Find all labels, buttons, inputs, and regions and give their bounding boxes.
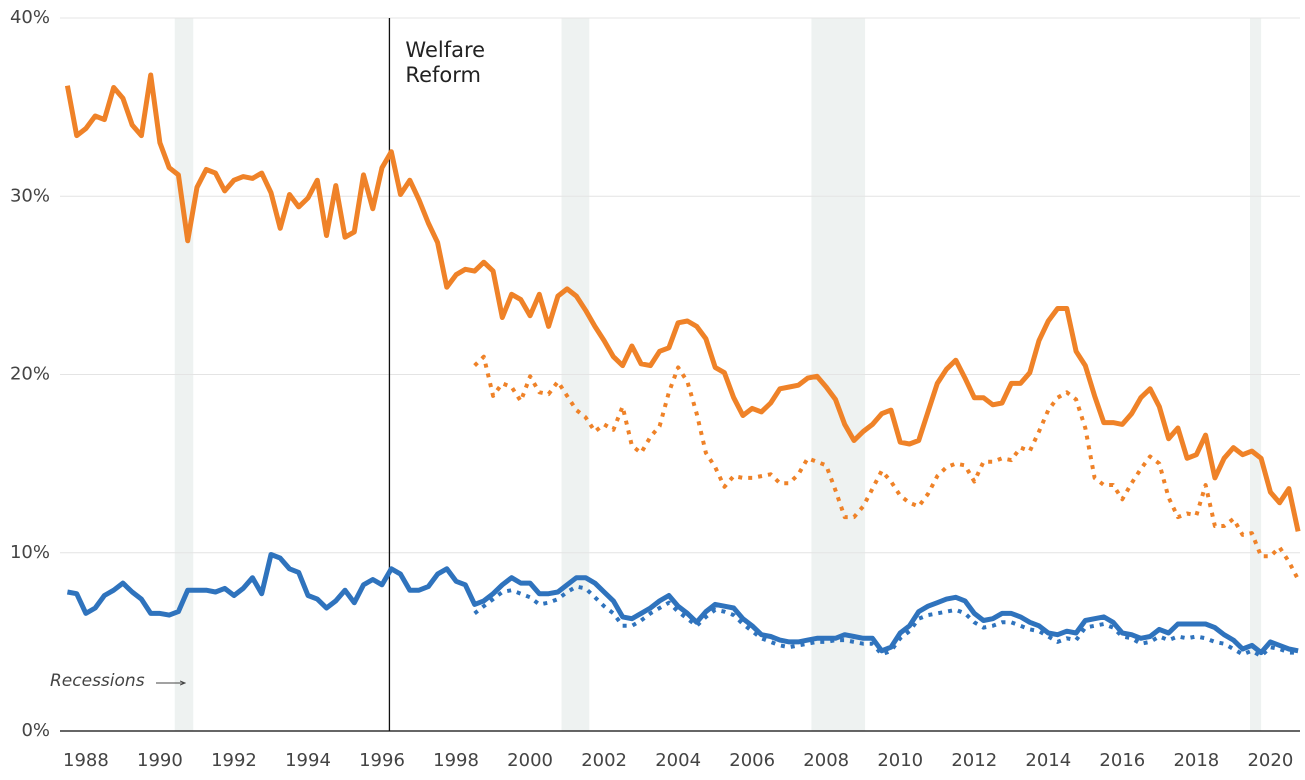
y-tick-label: 0%: [21, 720, 50, 741]
y-tick-label: 40%: [10, 7, 50, 28]
series-line: [64, 72, 1301, 532]
series-line: [473, 584, 1299, 659]
recessions-label: Recessions: [50, 671, 145, 691]
x-tick-label: 2006: [729, 750, 775, 771]
x-tick-label: 2002: [581, 750, 627, 771]
x-tick-label: 1990: [137, 750, 183, 771]
x-tick-label: 2004: [655, 750, 701, 771]
x-tick-label: 2016: [1099, 750, 1145, 771]
x-tick-label: 1992: [211, 750, 257, 771]
x-tick-label: 2014: [1025, 750, 1071, 771]
x-tick-label: 2018: [1173, 750, 1219, 771]
y-tick-label: 30%: [10, 185, 50, 206]
series-line: [66, 552, 1299, 656]
annotation: Welfare Reform: [405, 38, 486, 87]
x-tick-label: 2012: [951, 750, 997, 771]
x-tick-label: 1996: [359, 750, 405, 771]
x-tick-label: 1998: [433, 750, 479, 771]
x-tick-label: 2000: [507, 750, 553, 771]
x-tick-label: 2010: [877, 750, 923, 771]
x-tick-label: 2020: [1247, 750, 1293, 771]
y-tick-label: 10%: [10, 542, 50, 563]
x-tick-label: 1994: [285, 750, 331, 771]
series-line: [473, 354, 1300, 581]
x-tick-label: 1988: [63, 750, 109, 771]
y-tick-label: 20%: [10, 364, 50, 385]
x-tick-label: 2008: [803, 750, 849, 771]
